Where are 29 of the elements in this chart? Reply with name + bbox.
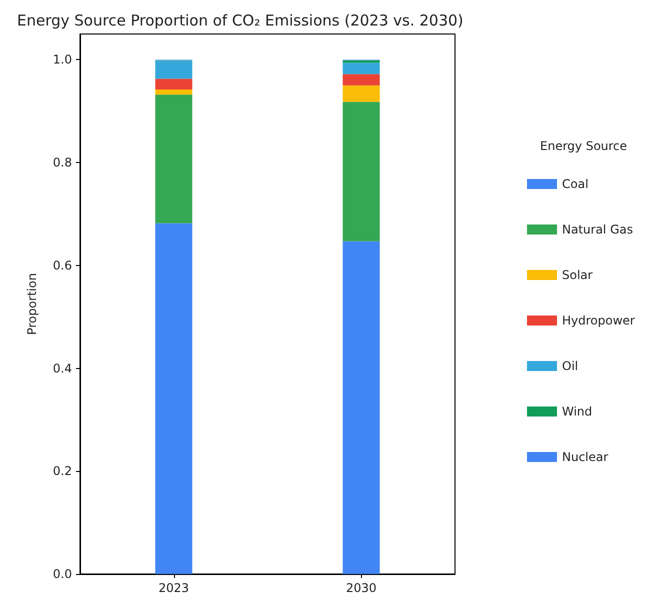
legend-label: Hydropower (562, 314, 635, 328)
bar (155, 60, 192, 79)
legend-label: Nuclear (562, 450, 608, 464)
bar (155, 90, 192, 95)
legend-label: Solar (562, 268, 593, 282)
y-axis-title: Proportion (25, 273, 39, 335)
legend-label: Coal (562, 177, 588, 191)
bar (342, 85, 380, 102)
chart-title: Energy Source Proportion of CO₂ Emissions (2023 vs. 2030) (17, 12, 464, 30)
bar (155, 223, 192, 574)
bar (155, 94, 192, 224)
legend-label: Wind (562, 404, 592, 418)
bar (342, 60, 380, 63)
y-tick-label: 0.4 (52, 361, 72, 376)
bar (342, 102, 380, 242)
bar (342, 62, 380, 74)
bar (342, 241, 380, 574)
x-tick-label: 2023 (158, 581, 190, 595)
legend-label: Natural Gas (562, 222, 633, 236)
y-tick-label: 0.8 (52, 156, 72, 170)
bar (342, 74, 380, 86)
y-tick-label: 0.6 (52, 258, 72, 272)
bar (155, 78, 192, 90)
y-tick-label: 0.0 (52, 567, 72, 581)
x-tick-label: 2030 (346, 581, 377, 595)
y-tick-label: 1.0 (52, 52, 72, 67)
y-tick-label: 0.2 (52, 464, 72, 478)
legend-label: Oil (562, 359, 578, 373)
legend-title: Energy Source (540, 139, 628, 153)
